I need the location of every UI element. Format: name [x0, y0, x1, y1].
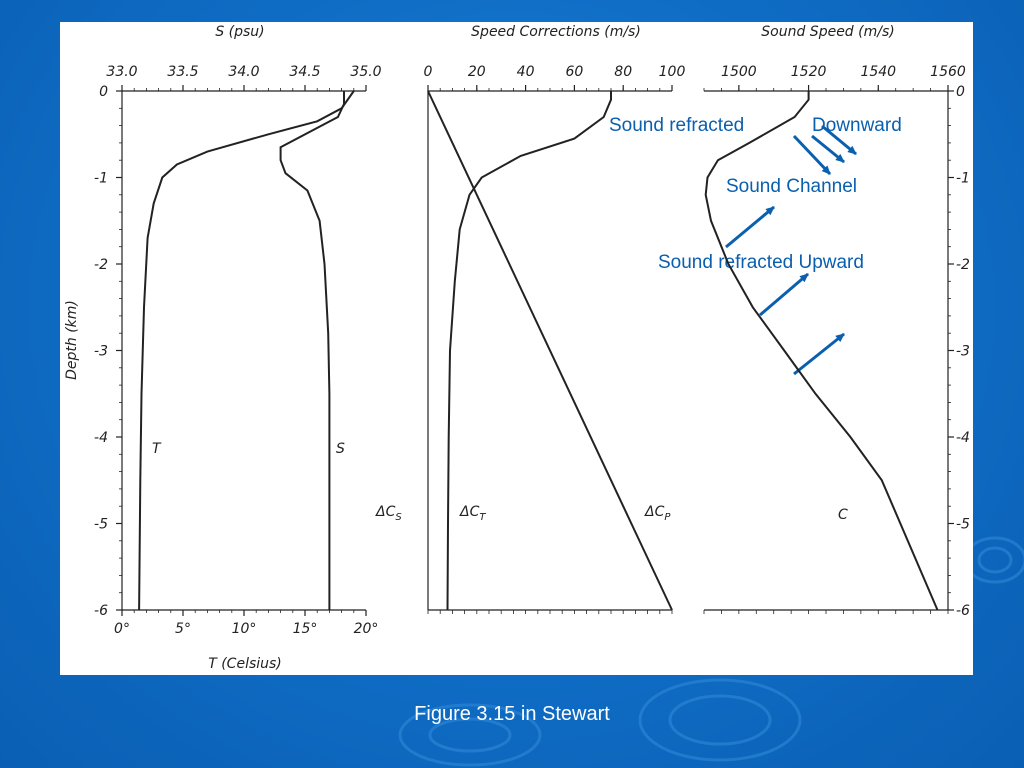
- p1-depth-tick-label: 0: [99, 84, 108, 100]
- series-label-t: T: [152, 441, 162, 457]
- arrow-downward-3: [821, 124, 857, 156]
- p1-depth-tick-label: -2: [94, 257, 108, 273]
- salinity-axis-title: S (psu): [215, 24, 264, 40]
- p1-depth-tick-label: -1: [94, 171, 108, 187]
- temperature-axis-title: T (Celsius): [208, 656, 282, 672]
- series-label-s: S: [336, 441, 345, 457]
- profile-figure: S (psu) T (Celsius) Depth (km) Speed Cor…: [64, 24, 970, 672]
- p3-depth-tick-label: 0: [956, 84, 965, 100]
- delta-ct-curve: [446, 91, 612, 611]
- speed-corrections-axis-title: Speed Corrections (m/s): [471, 24, 641, 40]
- p1-salinity-tick-label: 34.0: [228, 64, 259, 80]
- arrow-downward-2: [811, 134, 845, 164]
- p1-salinity-tick-label: 33.0: [106, 64, 137, 80]
- p1-temperature-tick-label: 5°: [175, 621, 191, 637]
- temperature-curve: [138, 90, 355, 611]
- p2-top-tick-label: 20: [468, 64, 486, 80]
- annotation-sound-refracted: Sound refracted: [609, 115, 744, 136]
- p2-top-tick-label: 60: [565, 64, 583, 80]
- annotation-sound-refracted-upward: Sound refracted Upward: [658, 252, 864, 273]
- p1-temperature-tick-label: 10°: [232, 621, 257, 637]
- p3-depth-tick-label: -1: [956, 171, 970, 187]
- figure-panel: S (psu) T (Celsius) Depth (km) Speed Cor…: [60, 22, 973, 675]
- p3-top-tick-label: 1560: [930, 64, 966, 80]
- p3-depth-tick-label: -3: [956, 344, 970, 360]
- delta-cp-line: [427, 90, 673, 611]
- p1-temperature-tick-label: 0°: [114, 621, 130, 637]
- p1-temperature-tick-label: 20°: [354, 621, 379, 637]
- arrow-upward-2: [759, 272, 809, 317]
- p3-top-tick-label: 1500: [721, 64, 757, 80]
- salinity-curve: [279, 91, 345, 610]
- p1-depth-tick-label: -4: [94, 430, 108, 446]
- sound-speed-axis-title: Sound Speed (m/s): [761, 24, 894, 40]
- p2-top-tick-label: 80: [614, 64, 632, 80]
- sound-speed-curve: [704, 91, 939, 611]
- p1-salinity-tick-label: 33.5: [167, 64, 198, 80]
- p3-depth-tick-label: -5: [956, 517, 970, 533]
- p1-salinity-tick-label: 34.5: [289, 64, 320, 80]
- p1-depth-tick-label: -6: [94, 603, 108, 619]
- p3-top-tick-label: 1520: [791, 64, 827, 80]
- annotation-downward: Downward: [812, 115, 902, 136]
- p3-top-tick-label: 1540: [860, 64, 896, 80]
- figure-caption: Figure 3.15 in Stewart: [414, 703, 610, 725]
- p1-temperature-tick-label: 15°: [293, 621, 318, 637]
- series-label-dct: ΔCT: [459, 504, 486, 523]
- p3-depth-tick-label: -2: [956, 257, 970, 273]
- arrow-upward-3: [793, 332, 845, 376]
- p3-depth-tick-label: -4: [956, 430, 970, 446]
- series-label-dcp: ΔCP: [644, 504, 671, 523]
- series-label-c: C: [838, 507, 848, 523]
- series-label-dcs: ΔCS: [375, 504, 402, 523]
- p1-salinity-tick-label: 35.0: [350, 64, 381, 80]
- p1-depth-tick-label: -3: [94, 344, 108, 360]
- arrow-downward-1: [792, 134, 832, 176]
- p3-depth-tick-label: -6: [956, 603, 970, 619]
- annotation-sound-channel: Sound Channel: [726, 176, 857, 197]
- arrow-upward-1: [725, 205, 775, 249]
- p1-depth-tick-label: -5: [94, 517, 108, 533]
- depth-axis-title: Depth (km): [64, 300, 80, 380]
- p2-top-tick-label: 0: [424, 64, 433, 80]
- p2-top-tick-label: 40: [517, 64, 535, 80]
- p2-top-tick-label: 100: [659, 64, 686, 80]
